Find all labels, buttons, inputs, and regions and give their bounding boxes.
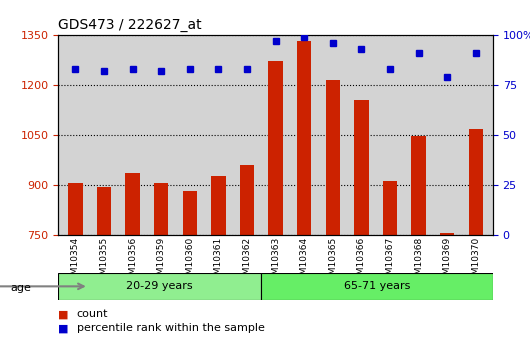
- FancyBboxPatch shape: [261, 273, 493, 300]
- Text: GSM10362: GSM10362: [243, 237, 252, 286]
- Text: GSM10354: GSM10354: [71, 237, 80, 286]
- Text: ■: ■: [58, 309, 69, 319]
- Text: GSM10359: GSM10359: [157, 237, 166, 286]
- Text: GSM10367: GSM10367: [385, 237, 394, 286]
- Bar: [154, 183, 169, 345]
- Text: count: count: [77, 309, 108, 319]
- Text: GSM10360: GSM10360: [186, 237, 195, 286]
- Bar: [269, 61, 282, 345]
- Bar: [126, 173, 140, 345]
- Bar: [383, 180, 397, 345]
- Bar: [469, 129, 483, 345]
- Text: ■: ■: [58, 323, 69, 333]
- Bar: [68, 183, 83, 345]
- Text: age: age: [11, 283, 31, 293]
- Text: GSM10364: GSM10364: [299, 237, 308, 286]
- Text: GSM10366: GSM10366: [357, 237, 366, 286]
- Text: GSM10356: GSM10356: [128, 237, 137, 286]
- Bar: [97, 187, 111, 345]
- FancyBboxPatch shape: [58, 273, 261, 300]
- Text: GSM10365: GSM10365: [328, 237, 337, 286]
- Bar: [297, 41, 311, 345]
- Text: GSM10361: GSM10361: [214, 237, 223, 286]
- Text: GSM10355: GSM10355: [100, 237, 109, 286]
- Bar: [354, 100, 368, 345]
- Bar: [411, 136, 426, 345]
- Text: GSM10370: GSM10370: [471, 237, 480, 286]
- Text: GSM10369: GSM10369: [443, 237, 452, 286]
- Text: 65-71 years: 65-71 years: [344, 282, 410, 291]
- Bar: [183, 190, 197, 345]
- Text: GSM10368: GSM10368: [414, 237, 423, 286]
- Text: GSM10363: GSM10363: [271, 237, 280, 286]
- Text: GDS473 / 222627_at: GDS473 / 222627_at: [58, 18, 202, 32]
- Bar: [240, 165, 254, 345]
- Bar: [211, 176, 226, 345]
- Bar: [440, 233, 454, 345]
- Text: 20-29 years: 20-29 years: [126, 282, 193, 291]
- Bar: [325, 80, 340, 345]
- Text: percentile rank within the sample: percentile rank within the sample: [77, 323, 264, 333]
